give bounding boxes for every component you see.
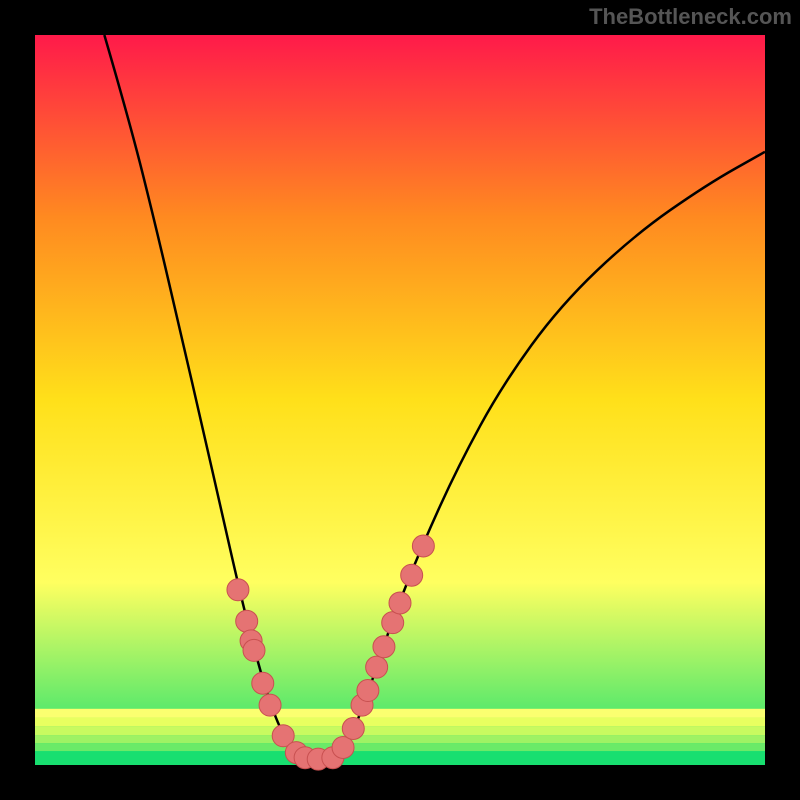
gradient-band xyxy=(35,709,765,718)
gradient-band xyxy=(35,718,765,727)
data-marker xyxy=(382,612,404,634)
data-marker xyxy=(236,610,258,632)
data-marker xyxy=(332,736,354,758)
chart-container: TheBottleneck.com xyxy=(0,0,800,800)
gradient-band xyxy=(35,751,765,765)
data-marker xyxy=(412,535,434,557)
data-marker xyxy=(401,564,423,586)
data-marker xyxy=(373,636,395,658)
curve-left-branch xyxy=(104,35,312,760)
data-marker xyxy=(366,656,388,678)
data-marker xyxy=(259,694,281,716)
data-marker xyxy=(243,639,265,661)
data-marker xyxy=(357,680,379,702)
chart-overlay-svg xyxy=(0,0,800,800)
curve-right-branch xyxy=(327,152,765,760)
gradient-band xyxy=(35,735,765,743)
gradient-band xyxy=(35,743,765,751)
data-marker xyxy=(227,579,249,601)
gradient-band xyxy=(35,726,765,735)
watermark-text: TheBottleneck.com xyxy=(589,4,792,30)
data-marker xyxy=(342,718,364,740)
data-marker xyxy=(252,672,274,694)
data-marker xyxy=(389,592,411,614)
